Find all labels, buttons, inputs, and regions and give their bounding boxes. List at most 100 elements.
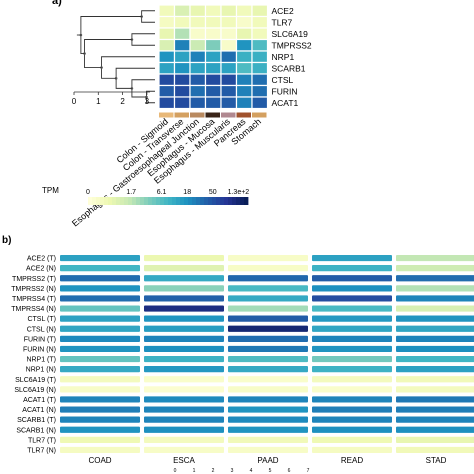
heatmap-a-cell [204,15,222,29]
colorbar-segment [116,197,121,205]
colorbar-tick-label: 18 [183,189,191,196]
heatmap-b-bar [312,355,392,363]
heatmap-b-bar [144,325,224,332]
heatmap-b-bar [60,305,140,312]
heatmap-b-bar [228,315,308,322]
heatmap-b-bar [60,386,140,393]
heatmap-b-bar [228,275,308,282]
heatmap-a-cell [251,84,269,98]
heatmap-b-row-label: ACE2 (T) [27,256,56,263]
heatmap-a [158,4,269,110]
panel-b: b) ACE2 (T) ACE2 (N) TMPRSS2 (T) TMPRSS2 (N… [2,235,474,474]
dendrogram-branch [115,67,155,89]
colorbar-tick-label: 0 [86,189,90,196]
heatmap-b-bar [312,406,392,413]
heatmap-a-cell [158,27,176,41]
colorbar-segment [108,197,113,205]
heatmap-a-cell [235,27,253,41]
heatmap-b-row-label: TMPRSS4 (N) [11,306,56,313]
heatmap-b-scale: 0 1 2 3 4 5 6 7 [174,468,310,474]
colorbar-segment [192,197,197,205]
colorbar-segment [220,197,225,205]
heatmap-b-bar [144,416,224,423]
heatmap-b-row-label: ACAT1 (N) [22,407,56,414]
heatmap-b-bar [144,305,224,312]
heatmap-a-cell [189,61,207,75]
dendrogram-axis-tick-label: 3 [145,97,150,106]
heatmap-b-bar [144,376,224,383]
heatmap-b-bar [396,315,474,322]
heatmap-b-bar [396,376,474,383]
colorbar-segment [232,197,237,205]
heatmap-a-row-label: TMPRSS2 [272,40,312,50]
heatmap-a-row-label: SLC6A19 [272,29,309,39]
panel-a-label: a) [52,0,62,7]
heatmap-b-bar [312,305,392,312]
heatmap-b-bar [144,285,224,292]
heatmap-a-cell [235,15,253,29]
dendrogram-branch [141,10,155,23]
heatmap-a-cell [204,4,222,18]
dendrogram [76,10,155,104]
colorbar-segment [216,197,221,205]
colorbar-segment [208,197,213,205]
colorbar-segment [212,197,217,205]
heatmap-a-cell [189,84,207,98]
heatmap-b-bar [60,446,140,454]
colorbar-segment [144,197,149,205]
colorbar-segment [172,197,177,205]
heatmap-b-bar [228,436,308,443]
heatmap-b-bar [144,315,224,322]
heatmap-b-row-label: TMPRSS2 (N) [11,286,56,293]
heatmap-b-bar [396,426,474,433]
heatmap-a-row-label: FURIN [272,86,298,96]
heatmap-b-bar [396,295,474,302]
colorbar-segment [180,197,185,205]
heatmap-b-bar [396,366,474,373]
heatmap-b-bar [312,436,392,443]
heatmap-b-bar [312,396,392,403]
heatmap-b-bar [312,345,392,353]
heatmap-a-cell [204,84,222,98]
heatmap-b-bar [312,366,392,373]
heatmap-a-cell [158,96,176,110]
heatmap-a-cell [173,38,191,52]
heatmap-b-bar [60,355,140,363]
heatmap-b-bar [144,265,224,272]
colorbar-segment [156,197,161,205]
heatmap-a-row-label: ACAT1 [272,98,299,108]
heatmap-b-bar [312,446,392,454]
heatmap-b-bar [312,386,392,393]
heatmap-b-bar [228,295,308,302]
heatmap-a-cell [220,96,238,110]
heatmap-a-cell [235,38,253,52]
heatmap-b-bar [396,305,474,312]
heatmap-b-bar [228,416,308,423]
heatmap-a-cell [173,4,191,18]
colorbar-segment [188,197,193,205]
heatmap-b-bar [228,386,308,393]
heatmap-b-bar [396,275,474,282]
tissue-color-swatch [205,112,220,118]
scale-tick-label: 1 [193,468,196,474]
heatmap-a-cell [204,38,222,52]
colorbar-segment [236,197,241,205]
heatmap-b-row-label: CTSL (N) [27,326,56,333]
tissue-color-swatch [236,112,251,118]
heatmap-b-bar [312,295,392,302]
colorbar-segment [128,197,133,205]
heatmap-b-bar [396,335,474,342]
colorbar-segment [176,197,181,205]
heatmap-a-cell [251,27,269,41]
heatmap-b-row-label: ACAT1 (T) [23,397,56,404]
scale-tick-label: 7 [307,468,310,474]
heatmap-a-cell [220,15,238,29]
scale-tick-label: 6 [288,468,291,474]
heatmap-a-cell [235,61,253,75]
heatmap-b-bar [396,446,474,454]
heatmap-b-row-labels: ACE2 (T) ACE2 (N) TMPRSS2 (T) TMPRSS2 (N) TM… [11,256,56,455]
heatmap-a-cell [158,15,176,29]
colorbar-segment [136,197,141,205]
heatmap-a-cell [251,50,269,64]
heatmap-a-cell [189,38,207,52]
